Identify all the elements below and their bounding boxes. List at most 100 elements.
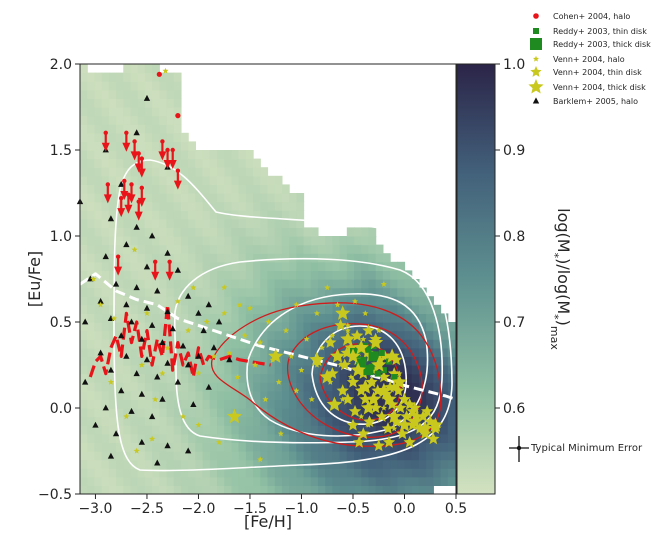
- heatmap-cell: [332, 416, 341, 426]
- heatmap-cell: [152, 382, 160, 392]
- heatmap-cell: [173, 382, 182, 392]
- heatmap-cell: [310, 476, 319, 486]
- legend-label: Cohen+ 2004, halo: [553, 12, 630, 21]
- colorbar-tick-label: 1.0: [503, 57, 525, 73]
- heatmap-cell: [188, 150, 196, 160]
- heatmap-cell: [238, 210, 247, 220]
- heatmap-cell: [274, 365, 283, 375]
- heatmap-cell: [137, 382, 146, 392]
- barklem-halo-point: [164, 442, 171, 449]
- heatmap-cell: [354, 270, 362, 280]
- heatmap-cell: [375, 399, 384, 409]
- heatmap-cell: [440, 408, 449, 418]
- heatmap-cell: [354, 399, 362, 409]
- heatmap-cell: [267, 399, 276, 409]
- heatmap-cell: [108, 459, 117, 469]
- heatmap-cell: [209, 227, 218, 237]
- heatmap-cell: [217, 373, 225, 383]
- heatmap-cell: [368, 261, 377, 271]
- heatmap-cell: [209, 270, 218, 280]
- heatmap-cell: [87, 98, 96, 108]
- heatmap-cell: [253, 270, 261, 280]
- heatmap-cell: [418, 347, 427, 357]
- heatmap-cell: [80, 218, 88, 228]
- heatmap-cell: [80, 304, 88, 314]
- heatmap-cell: [274, 347, 283, 357]
- heatmap-cell: [454, 425, 456, 435]
- heatmap-cell: [397, 287, 406, 297]
- heatmap-cell: [166, 236, 175, 246]
- heatmap-cell: [238, 468, 247, 478]
- barklem-halo-point: [169, 325, 176, 332]
- heatmap-cell: [130, 339, 139, 349]
- heatmap-cell: [296, 296, 305, 306]
- heatmap-cell: [296, 313, 305, 323]
- heatmap-cell: [123, 296, 132, 306]
- heatmap-cell: [224, 270, 233, 280]
- heatmap-cell: [130, 132, 139, 142]
- heatmap-cell: [303, 236, 312, 246]
- heatmap-cell: [217, 330, 225, 340]
- heatmap-cell: [195, 279, 204, 289]
- heatmap-cell: [325, 382, 333, 392]
- heatmap-cell: [296, 408, 305, 418]
- heatmap-cell: [253, 244, 261, 254]
- heatmap-cell: [159, 81, 168, 91]
- barklem-halo-point: [210, 344, 218, 351]
- venn-halo-point: [257, 339, 264, 346]
- heatmap-cell: [332, 296, 341, 306]
- cohen-upper-limit-arrow: [134, 199, 143, 221]
- heatmap-cell: [426, 313, 434, 323]
- heatmap-cell: [317, 416, 326, 426]
- heatmap-cell: [310, 485, 319, 494]
- heatmap-cell: [231, 236, 240, 246]
- heatmap-cell: [116, 451, 124, 461]
- upper-limit-dot: [136, 151, 141, 156]
- heatmap-cell: [94, 451, 103, 461]
- heatmap-cell: [94, 373, 103, 383]
- heatmap-cell: [108, 365, 117, 375]
- heatmap-cell: [354, 485, 362, 494]
- heatmap-cell: [404, 322, 413, 332]
- heatmap-cell: [108, 107, 117, 117]
- heatmap-cell: [245, 167, 254, 177]
- venn-halo-point: [298, 367, 305, 373]
- heatmap-cell: [224, 218, 233, 228]
- heatmap-cell: [224, 167, 233, 177]
- heatmap-cell: [94, 236, 103, 246]
- heatmap-cell: [289, 210, 297, 220]
- heatmap-cell: [209, 408, 218, 418]
- heatmap-cell: [426, 382, 434, 392]
- heatmap-cell: [368, 433, 377, 443]
- heatmap-cell: [144, 132, 153, 142]
- heatmap-cell: [368, 296, 377, 306]
- heatmap-cell: [180, 193, 189, 203]
- heatmap-cell: [440, 451, 449, 461]
- heatmap-cell: [289, 227, 297, 237]
- heatmap-cell: [447, 433, 456, 443]
- heatmap-cell: [281, 451, 290, 461]
- heatmap-cell: [267, 390, 276, 400]
- plot-area: [76, 63, 457, 495]
- barklem-halo-point: [226, 356, 233, 363]
- heatmap-cell: [454, 373, 456, 383]
- heatmap-cell: [346, 408, 355, 418]
- heatmap-cell: [238, 373, 247, 383]
- heatmap-cell: [188, 408, 196, 418]
- venn-halo-point: [221, 284, 228, 291]
- heatmap-cell: [397, 296, 406, 306]
- heatmap-cell: [361, 433, 370, 443]
- heatmap-cell: [433, 356, 442, 366]
- venn-halo-point: [174, 298, 181, 304]
- heatmap-cell: [274, 261, 283, 271]
- heatmap-cell: [289, 442, 297, 452]
- heatmap-cell: [404, 476, 413, 486]
- heatmap-cell: [195, 425, 204, 435]
- heatmap-cell: [116, 399, 124, 409]
- heatmap-cell: [224, 261, 233, 271]
- heatmap-cell: [382, 459, 391, 469]
- heatmap-cell: [296, 201, 305, 211]
- heatmap-cell: [159, 451, 168, 461]
- heatmap-cell: [87, 287, 96, 297]
